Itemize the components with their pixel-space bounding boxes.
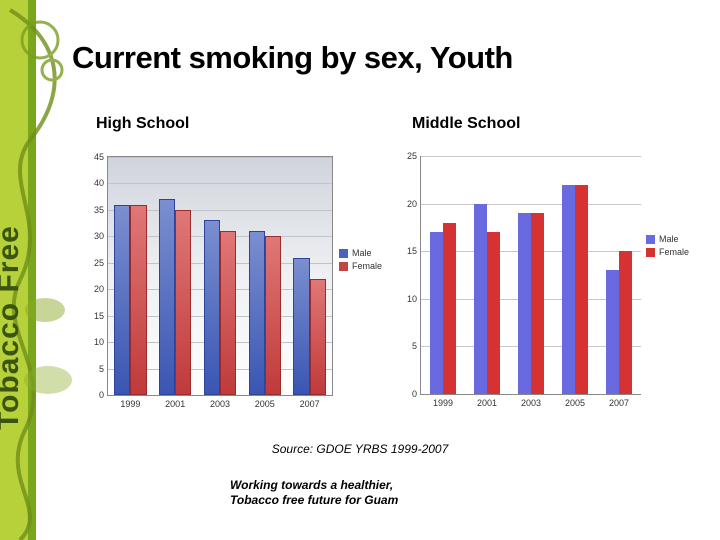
y-tick-label: 25 bbox=[94, 258, 104, 268]
ms-bar-male bbox=[562, 185, 575, 394]
tagline-line1: Working towards a healthier, bbox=[230, 478, 393, 492]
swatch-female-icon bbox=[339, 262, 348, 271]
swatch-male-icon bbox=[339, 249, 348, 258]
y-tick-label: 5 bbox=[412, 341, 417, 351]
ms-plot-area: 051015202519992001200320052007 bbox=[420, 156, 641, 395]
x-tick-label: 2001 bbox=[165, 399, 185, 409]
x-tick-label: 2001 bbox=[477, 398, 497, 408]
ms-bar-male bbox=[606, 270, 619, 394]
ms-legend-female: Female bbox=[646, 247, 689, 257]
hs-bar-male bbox=[249, 231, 265, 395]
hs-bar-male bbox=[204, 220, 220, 395]
hs-legend-female-label: Female bbox=[352, 261, 382, 271]
hs-subtitle: High School bbox=[96, 115, 189, 133]
y-tick-label: 40 bbox=[94, 178, 104, 188]
hs-bar-female bbox=[310, 279, 326, 395]
svg-text:Tobacco Free: Tobacco Free bbox=[0, 225, 25, 430]
x-tick-label: 2003 bbox=[521, 398, 541, 408]
ms-bar-male bbox=[518, 213, 531, 394]
gridline bbox=[108, 183, 332, 184]
y-tick-label: 45 bbox=[94, 152, 104, 162]
hs-legend-male-label: Male bbox=[352, 248, 372, 258]
page-title: Current smoking by sex, Youth bbox=[72, 40, 513, 76]
hs-chart: 05101520253035404519992001200320052007 M… bbox=[85, 148, 390, 418]
y-tick-label: 10 bbox=[407, 294, 417, 304]
x-tick-label: 1999 bbox=[433, 398, 453, 408]
sidebar-decoration: Tobacco Free bbox=[0, 0, 62, 540]
y-tick-label: 15 bbox=[407, 246, 417, 256]
y-tick-label: 5 bbox=[99, 364, 104, 374]
hs-legend-female: Female bbox=[339, 261, 382, 271]
hs-bar-female bbox=[220, 231, 236, 395]
ms-bar-female bbox=[575, 185, 588, 394]
hs-bar-male bbox=[293, 258, 309, 396]
ms-legend-female-label: Female bbox=[659, 247, 689, 257]
tagline: Working towards a healthier, Tobacco fre… bbox=[230, 478, 398, 508]
gridline bbox=[421, 156, 641, 157]
x-tick-label: 2003 bbox=[210, 399, 230, 409]
hs-bar-female bbox=[265, 236, 281, 395]
y-tick-label: 0 bbox=[99, 390, 104, 400]
swatch-male-icon bbox=[646, 235, 655, 244]
gridline bbox=[421, 204, 641, 205]
y-tick-label: 20 bbox=[94, 284, 104, 294]
y-tick-label: 20 bbox=[407, 199, 417, 209]
ms-bar-female bbox=[619, 251, 632, 394]
x-tick-label: 2005 bbox=[565, 398, 585, 408]
y-tick-label: 15 bbox=[94, 311, 104, 321]
hs-bar-male bbox=[159, 199, 175, 395]
ms-bar-female bbox=[487, 232, 500, 394]
x-tick-label: 2007 bbox=[300, 399, 320, 409]
y-tick-label: 30 bbox=[94, 231, 104, 241]
y-tick-label: 10 bbox=[94, 337, 104, 347]
ms-bar-male bbox=[430, 232, 443, 394]
hs-bar-male bbox=[114, 205, 130, 395]
ms-bar-male bbox=[474, 204, 487, 394]
ms-bar-female bbox=[443, 223, 456, 394]
hs-plot-area: 05101520253035404519992001200320052007 bbox=[107, 156, 333, 396]
x-tick-label: 2007 bbox=[609, 398, 629, 408]
ms-chart: 051015202519992001200320052007 Male Fema… bbox=[398, 148, 703, 418]
source-text: Source: GDOE YRBS 1999-2007 bbox=[0, 442, 720, 456]
y-tick-label: 0 bbox=[412, 389, 417, 399]
ms-legend: Male Female bbox=[646, 234, 689, 260]
ms-subtitle: Middle School bbox=[412, 115, 520, 133]
y-tick-label: 35 bbox=[94, 205, 104, 215]
hs-legend-male: Male bbox=[339, 248, 382, 258]
hs-legend: Male Female bbox=[339, 248, 382, 274]
ms-bar-female bbox=[531, 213, 544, 394]
hs-bar-female bbox=[175, 210, 191, 395]
gridline bbox=[108, 157, 332, 158]
x-tick-label: 1999 bbox=[120, 399, 140, 409]
hs-bar-female bbox=[130, 205, 146, 395]
x-tick-label: 2005 bbox=[255, 399, 275, 409]
ms-legend-male: Male bbox=[646, 234, 689, 244]
y-tick-label: 25 bbox=[407, 151, 417, 161]
ms-legend-male-label: Male bbox=[659, 234, 679, 244]
swatch-female-icon bbox=[646, 248, 655, 257]
tagline-line2: Tobacco free future for Guam bbox=[230, 493, 398, 507]
